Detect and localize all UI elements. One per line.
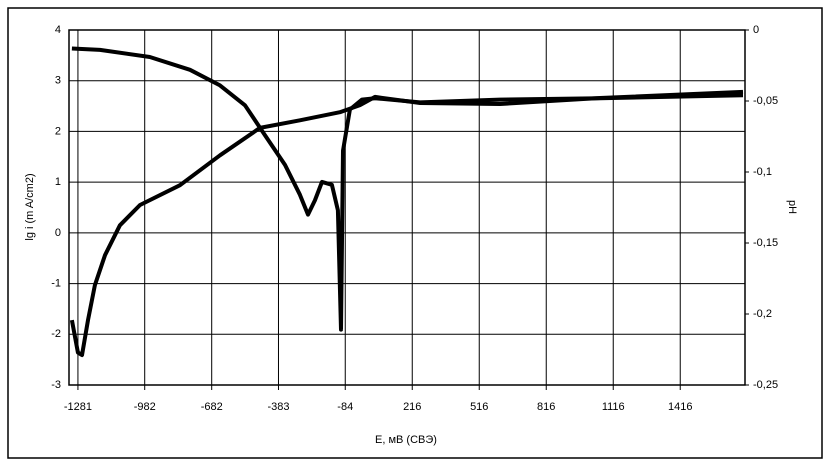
x-axis-label: E, мВ (СВЭ) (375, 434, 437, 446)
y-tick-label: 3 (55, 75, 61, 87)
y2-tick-label: -0,05 (753, 95, 778, 107)
y-tick-label: 4 (55, 24, 61, 36)
x-tick-label: -1281 (64, 401, 92, 413)
x-tick-label: 1116 (602, 401, 625, 413)
chart-frame (7, 7, 823, 459)
y2-axis-label: pH (786, 200, 798, 214)
y2-tick-label: 0 (753, 24, 759, 36)
x-tick-label: -383 (267, 401, 289, 413)
x-tick-label: 516 (470, 401, 488, 413)
y-axis-label: lg i (m A/cm2) (24, 173, 36, 240)
y-tick-label: 0 (55, 227, 61, 239)
y-tick-label: -2 (51, 328, 61, 340)
y2-tick-label: -0,2 (753, 308, 772, 320)
x-tick-label: -682 (201, 401, 223, 413)
y-tick-label: 2 (55, 125, 61, 137)
y2-tick-label: -0,1 (753, 166, 772, 178)
y-tick-label: -1 (51, 277, 61, 289)
x-tick-label: 1416 (668, 401, 692, 413)
x-tick-label: -84 (337, 401, 353, 413)
y-tick-label: 1 (55, 176, 61, 188)
plot-area (68, 29, 746, 386)
y2-tick-label: -0,25 (753, 379, 778, 391)
y-tick-label: -3 (51, 379, 61, 391)
y2-tick-label: -0,15 (753, 237, 778, 249)
data-line (71, 46, 744, 332)
x-tick-label: -982 (134, 401, 156, 413)
x-tick-label: 816 (537, 401, 555, 413)
x-tick-label: 216 (403, 401, 421, 413)
